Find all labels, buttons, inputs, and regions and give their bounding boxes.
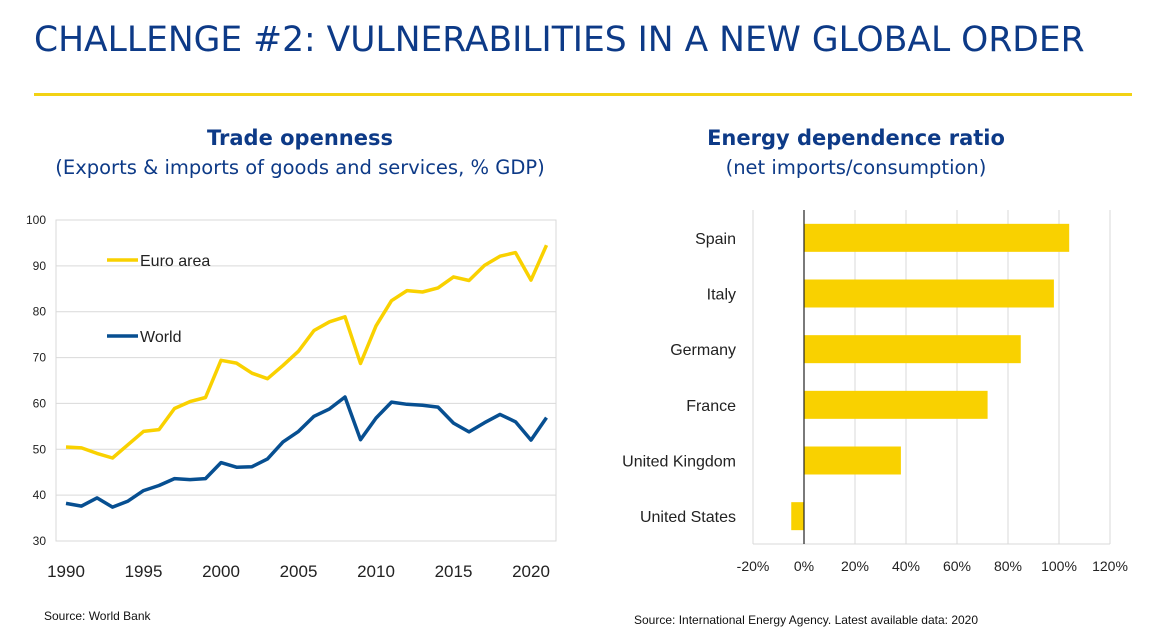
- trade-openness-subtitle: (Exports & imports of goods and services…: [55, 156, 545, 179]
- bar-france: [804, 390, 988, 419]
- x-tick-label: 120%: [1092, 558, 1128, 574]
- trade-openness-source: Source: World Bank: [44, 609, 151, 623]
- x-tick-label: 1995: [125, 562, 163, 581]
- x-tick-label: -20%: [737, 558, 770, 574]
- x-tick-label: 20%: [841, 558, 869, 574]
- x-tick-label: 80%: [994, 558, 1022, 574]
- category-label: Spain: [695, 231, 736, 248]
- category-label: France: [686, 398, 736, 415]
- y-tick-label: 40: [33, 488, 47, 502]
- legend-label-world: World: [140, 329, 182, 346]
- bar-united-states: [791, 502, 804, 531]
- x-tick-label: 1990: [47, 562, 85, 581]
- y-tick-label: 90: [33, 259, 47, 273]
- plot-frame: [55, 219, 557, 542]
- y-tick-label: 80: [33, 305, 47, 319]
- y-tick-label: 50: [33, 442, 47, 456]
- series-line-world: [65, 395, 548, 509]
- x-tick-label: 2005: [280, 562, 318, 581]
- bar-germany: [804, 335, 1021, 364]
- trade-openness-heading: Trade openness (Exports & imports of goo…: [0, 123, 600, 183]
- category-label: Italy: [707, 287, 736, 304]
- energy-dependence-title: Energy dependence ratio: [707, 126, 1005, 150]
- title-divider: [34, 93, 1132, 96]
- x-tick-label: 100%: [1041, 558, 1077, 574]
- legend-label-euro-area: Euro area: [140, 253, 210, 270]
- x-tick-label: 0%: [794, 558, 814, 574]
- y-tick-label: 70: [33, 351, 47, 365]
- x-tick-label: 2000: [202, 562, 240, 581]
- x-tick-label: 40%: [892, 558, 920, 574]
- y-tick-label: 100: [26, 213, 46, 227]
- x-tick-label: 2015: [435, 562, 473, 581]
- y-tick-label: 30: [33, 534, 47, 548]
- energy-dependence-subtitle: (net imports/consumption): [725, 156, 987, 179]
- energy-dependence-source: Source: International Energy Agency. Lat…: [634, 613, 979, 627]
- x-tick-label: 2020: [512, 562, 550, 581]
- trade-openness-title: Trade openness: [207, 126, 393, 150]
- bar-united-kingdom: [804, 446, 901, 475]
- energy-dependence-heading: Energy dependence ratio (net imports/con…: [576, 123, 1136, 183]
- bar-italy: [804, 279, 1054, 308]
- category-label: Germany: [670, 342, 736, 359]
- category-label: United Kingdom: [622, 454, 736, 471]
- series-line-euro-area: [65, 244, 549, 460]
- x-tick-label: 2010: [357, 562, 395, 581]
- category-label: United States: [640, 509, 736, 526]
- x-tick-label: 60%: [943, 558, 971, 574]
- y-tick-label: 60: [33, 396, 47, 410]
- bar-spain: [804, 223, 1070, 252]
- slide-title: CHALLENGE #2: VULNERABILITIES IN A NEW G…: [34, 20, 1085, 60]
